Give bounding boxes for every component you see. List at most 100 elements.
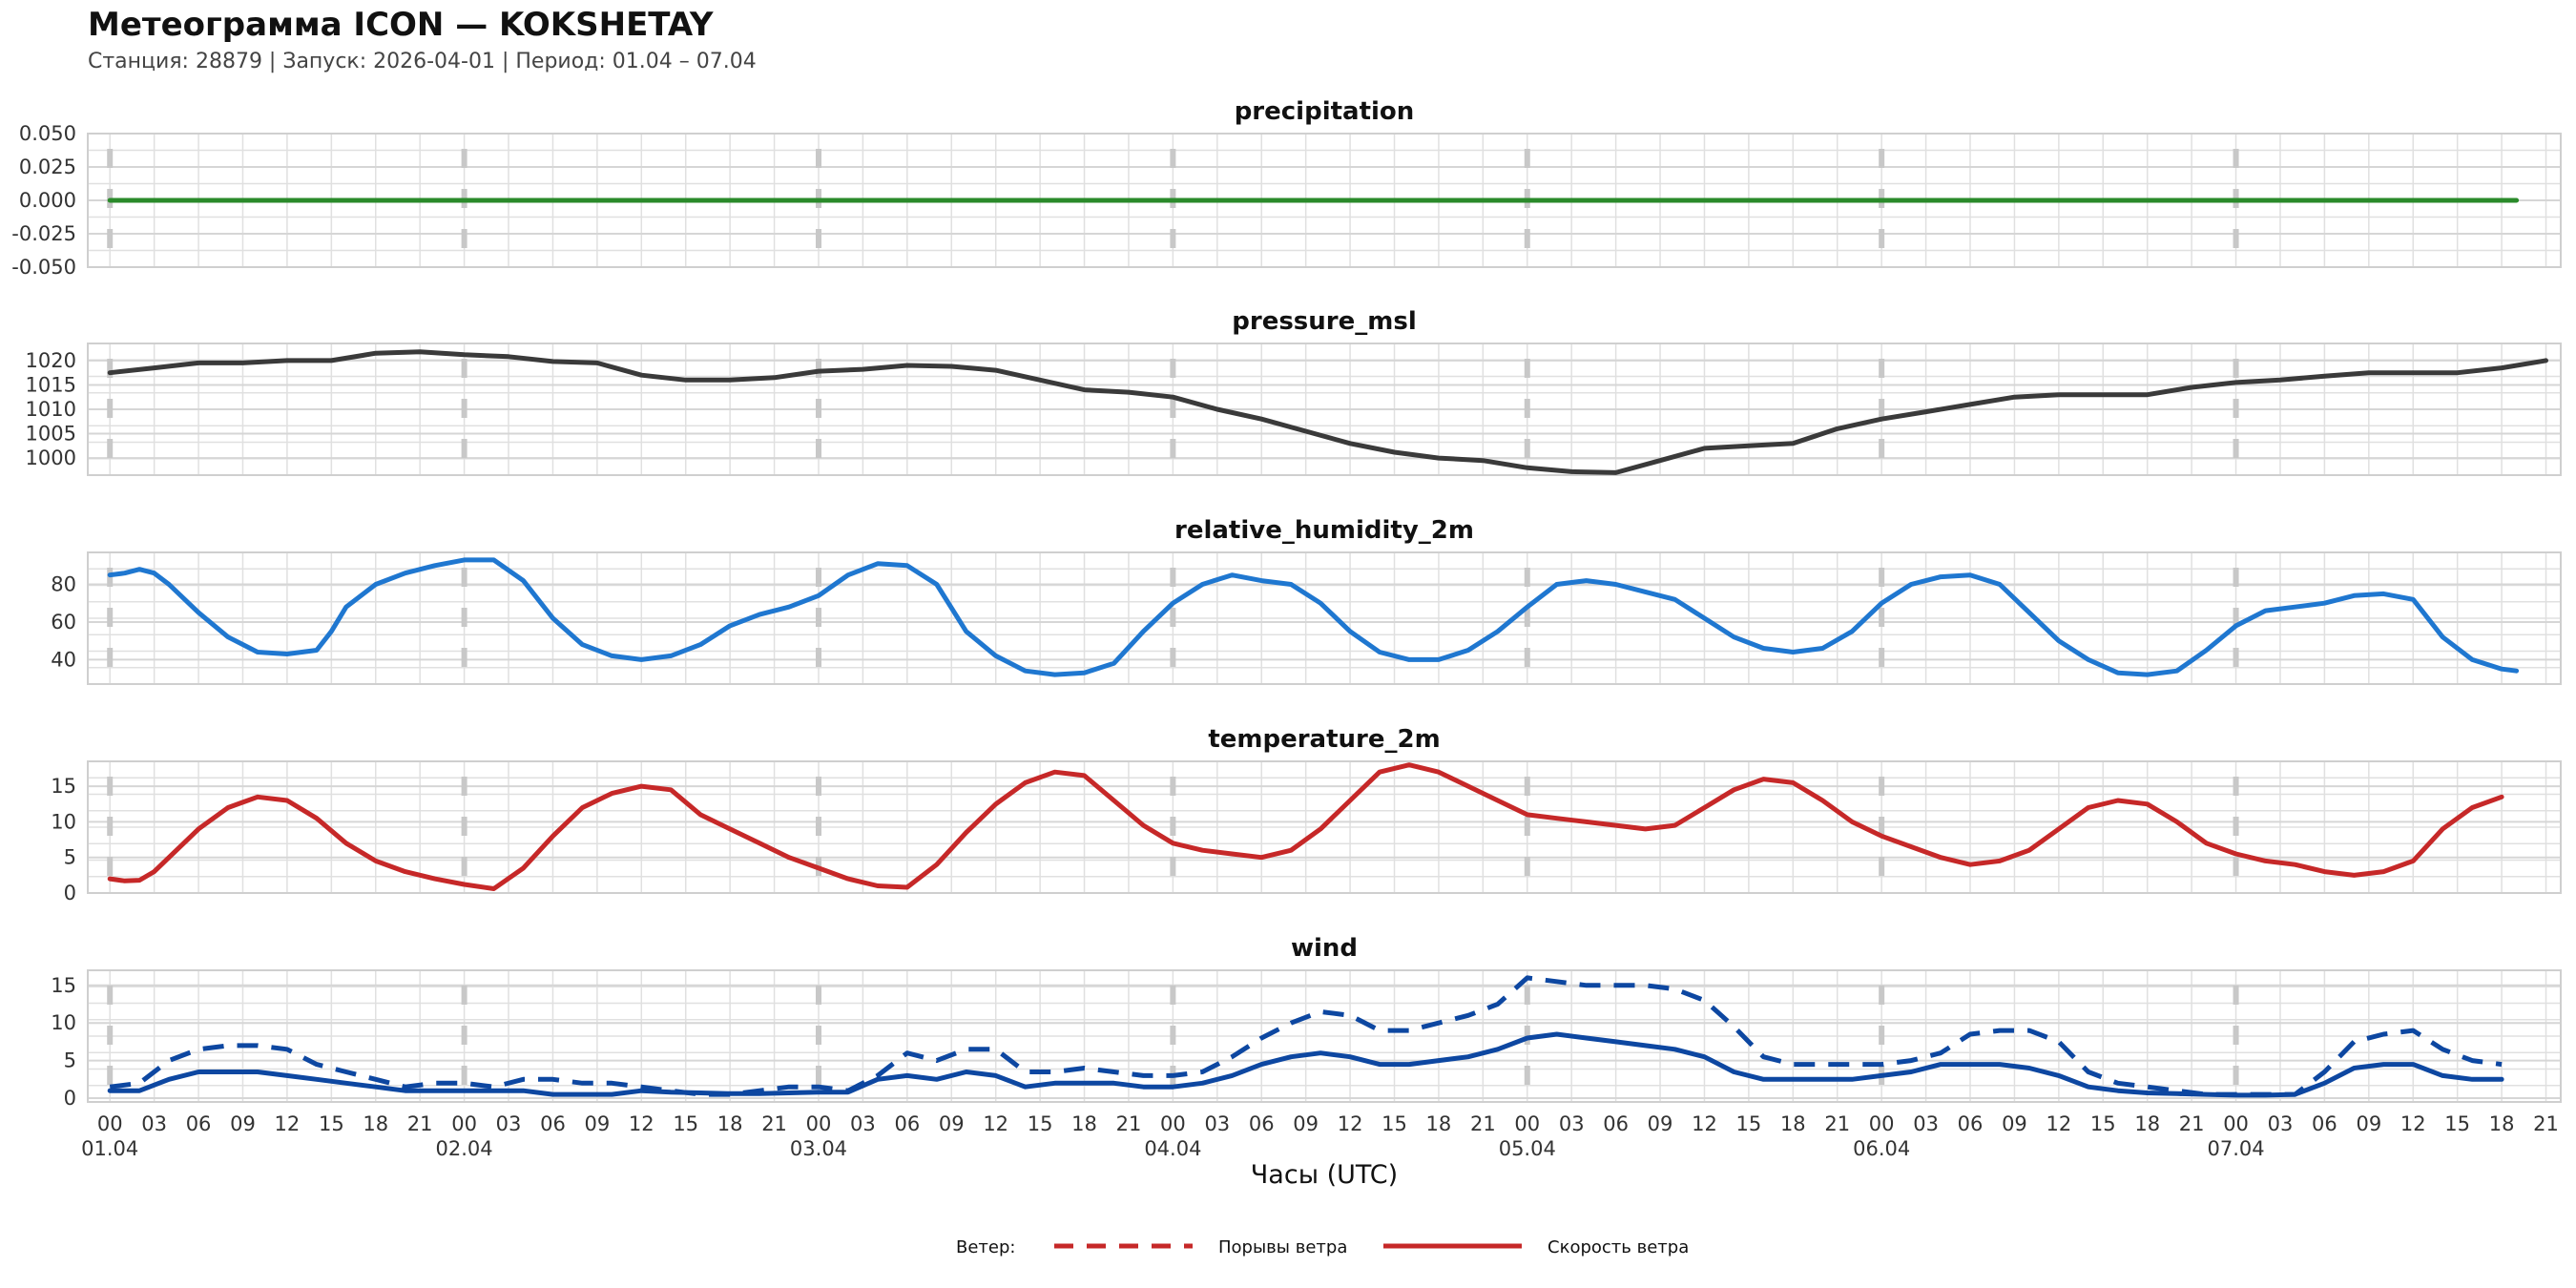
x-tick-label: 18: [2489, 1112, 2515, 1135]
panel-frame: [87, 343, 2562, 476]
legend: Ветер: Порывы ветра Скорость ветра: [956, 1237, 1689, 1257]
legend-label-speed: Скорость ветра: [1548, 1237, 1689, 1257]
x-tick-label: 12: [1338, 1112, 1363, 1135]
x-tick-label: 21: [1116, 1112, 1142, 1135]
y-tick-label: -0.050: [11, 256, 76, 279]
y-tick-label: 1000: [26, 447, 76, 469]
x-tick-label: 18: [2134, 1112, 2160, 1135]
x-tick-label: 18: [363, 1112, 388, 1135]
y-tick-label: 0.000: [19, 189, 76, 212]
series-line-pressure: [107, 349, 2548, 475]
x-date-label: 01.04: [81, 1137, 138, 1160]
x-tick-label: 12: [2400, 1112, 2426, 1135]
x-tick-label: 12: [1692, 1112, 1717, 1135]
legend-label-gusts: Порывы ветра: [1218, 1237, 1347, 1257]
y-tick-label: 0.050: [19, 122, 76, 145]
x-tick-label: 12: [983, 1112, 1008, 1135]
x-tick-label: 09: [585, 1112, 611, 1135]
y-tick-label: 0: [64, 1087, 76, 1110]
x-tick-label: 15: [1381, 1112, 1407, 1135]
panel-grid: [88, 970, 2561, 1102]
panel-frame: [87, 760, 2562, 894]
x-tick-label: 09: [1293, 1112, 1319, 1135]
x-date-label: 04.04: [1144, 1137, 1201, 1160]
panel-frame: [87, 133, 2562, 268]
x-tick-label: 00: [1869, 1112, 1895, 1135]
chart-subtitle: Станция: 28879 | Запуск: 2026-04-01 | Пе…: [88, 50, 757, 73]
panel-title: precipitation: [1235, 97, 1415, 126]
x-tick-label: 06: [1603, 1112, 1629, 1135]
y-tick-label: 40: [51, 648, 76, 671]
panel-title: pressure_msl: [1232, 307, 1416, 336]
panel-title: relative_humidity_2m: [1174, 516, 1474, 545]
x-tick-label: 06: [894, 1112, 920, 1135]
y-tick-label: 60: [51, 611, 76, 634]
x-tick-label: 06: [1958, 1112, 1984, 1135]
x-tick-label: 09: [2002, 1112, 2027, 1135]
x-tick-label: 18: [1426, 1112, 1452, 1135]
x-tick-label: 03: [1559, 1112, 1585, 1135]
x-axis-label: Часы (UTC): [1251, 1160, 1398, 1190]
y-tick-label: 10: [51, 1011, 76, 1034]
panel-title: wind: [1291, 934, 1358, 963]
panel-grid: [88, 343, 2561, 475]
y-tick-label: 15: [51, 974, 76, 997]
x-tick-label: 15: [1028, 1112, 1053, 1135]
x-tick-label: 18: [717, 1112, 743, 1135]
x-axis: 00 03 06 09 12 15 18 21 00 03 06 09 12 15 18 21 00 03 06 09…: [81, 1112, 2559, 1190]
x-tick-label: 15: [1736, 1112, 1762, 1135]
y-tick-label: 5: [64, 846, 76, 869]
chart-title: Метеограмма ICON — KOKSHETAY: [88, 6, 714, 44]
x-tick-label: 03: [496, 1112, 522, 1135]
x-date-label: 03.04: [790, 1137, 847, 1160]
x-tick-label: 06: [186, 1112, 212, 1135]
x-tick-label: 00: [806, 1112, 832, 1135]
x-tick-label: 21: [2533, 1112, 2559, 1135]
x-date-label: 06.04: [1853, 1137, 1910, 1160]
x-tick-label: 03: [2268, 1112, 2294, 1135]
x-tick-label: 00: [1160, 1112, 1186, 1135]
panel-temperature: 15 10 5 0 temperature_2m: [51, 725, 2562, 904]
panel-frame: [87, 551, 2562, 685]
x-date-label: 02.04: [436, 1137, 493, 1160]
x-tick-label: 09: [939, 1112, 965, 1135]
x-tick-label: 18: [1071, 1112, 1097, 1135]
x-tick-label: 12: [2046, 1112, 2071, 1135]
panel-grid: [88, 552, 2561, 684]
x-tick-label: 00: [1514, 1112, 1540, 1135]
y-tick-label: 15: [51, 775, 76, 798]
x-tick-label: 12: [275, 1112, 301, 1135]
x-tick-label: 09: [2356, 1112, 2381, 1135]
x-tick-label: 06: [1249, 1112, 1275, 1135]
panel-frame: [87, 969, 2562, 1103]
y-tick-label: 1015: [26, 373, 76, 396]
x-tick-label: 06: [2312, 1112, 2337, 1135]
x-tick-label: 09: [1648, 1112, 1673, 1135]
y-tick-label: 1005: [26, 423, 76, 446]
panel-title: temperature_2m: [1208, 725, 1440, 754]
y-tick-label: 0: [64, 882, 76, 904]
y-tick-label: -0.025: [11, 222, 76, 245]
series-line-humidity: [107, 557, 2520, 677]
y-tick-label: 1010: [26, 398, 76, 421]
x-tick-label: 03: [1913, 1112, 1939, 1135]
panel-precipitation: 0.050 0.025 0.000 -0.025 -0.050 precipitation: [11, 97, 2562, 279]
panel-humidity: 80 60 40 relative_humidity_2m: [51, 516, 2562, 685]
x-tick-label: 21: [1824, 1112, 1850, 1135]
series-line-wind: [107, 1031, 2504, 1098]
x-tick-label: 06: [540, 1112, 566, 1135]
y-tick-label: 5: [64, 1049, 76, 1072]
x-tick-label: 00: [2223, 1112, 2249, 1135]
series-line-temperature: [107, 762, 2504, 891]
x-tick-label: 15: [2090, 1112, 2116, 1135]
x-tick-label: 21: [761, 1112, 787, 1135]
x-tick-label: 21: [2179, 1112, 2205, 1135]
x-date-label: 05.04: [1499, 1137, 1556, 1160]
x-tick-label: 00: [97, 1112, 123, 1135]
x-tick-label: 15: [2444, 1112, 2470, 1135]
y-tick-label: 10: [51, 810, 76, 833]
x-tick-label: 03: [141, 1112, 167, 1135]
legend-title: Ветер:: [956, 1237, 1015, 1257]
x-tick-label: 12: [629, 1112, 654, 1135]
